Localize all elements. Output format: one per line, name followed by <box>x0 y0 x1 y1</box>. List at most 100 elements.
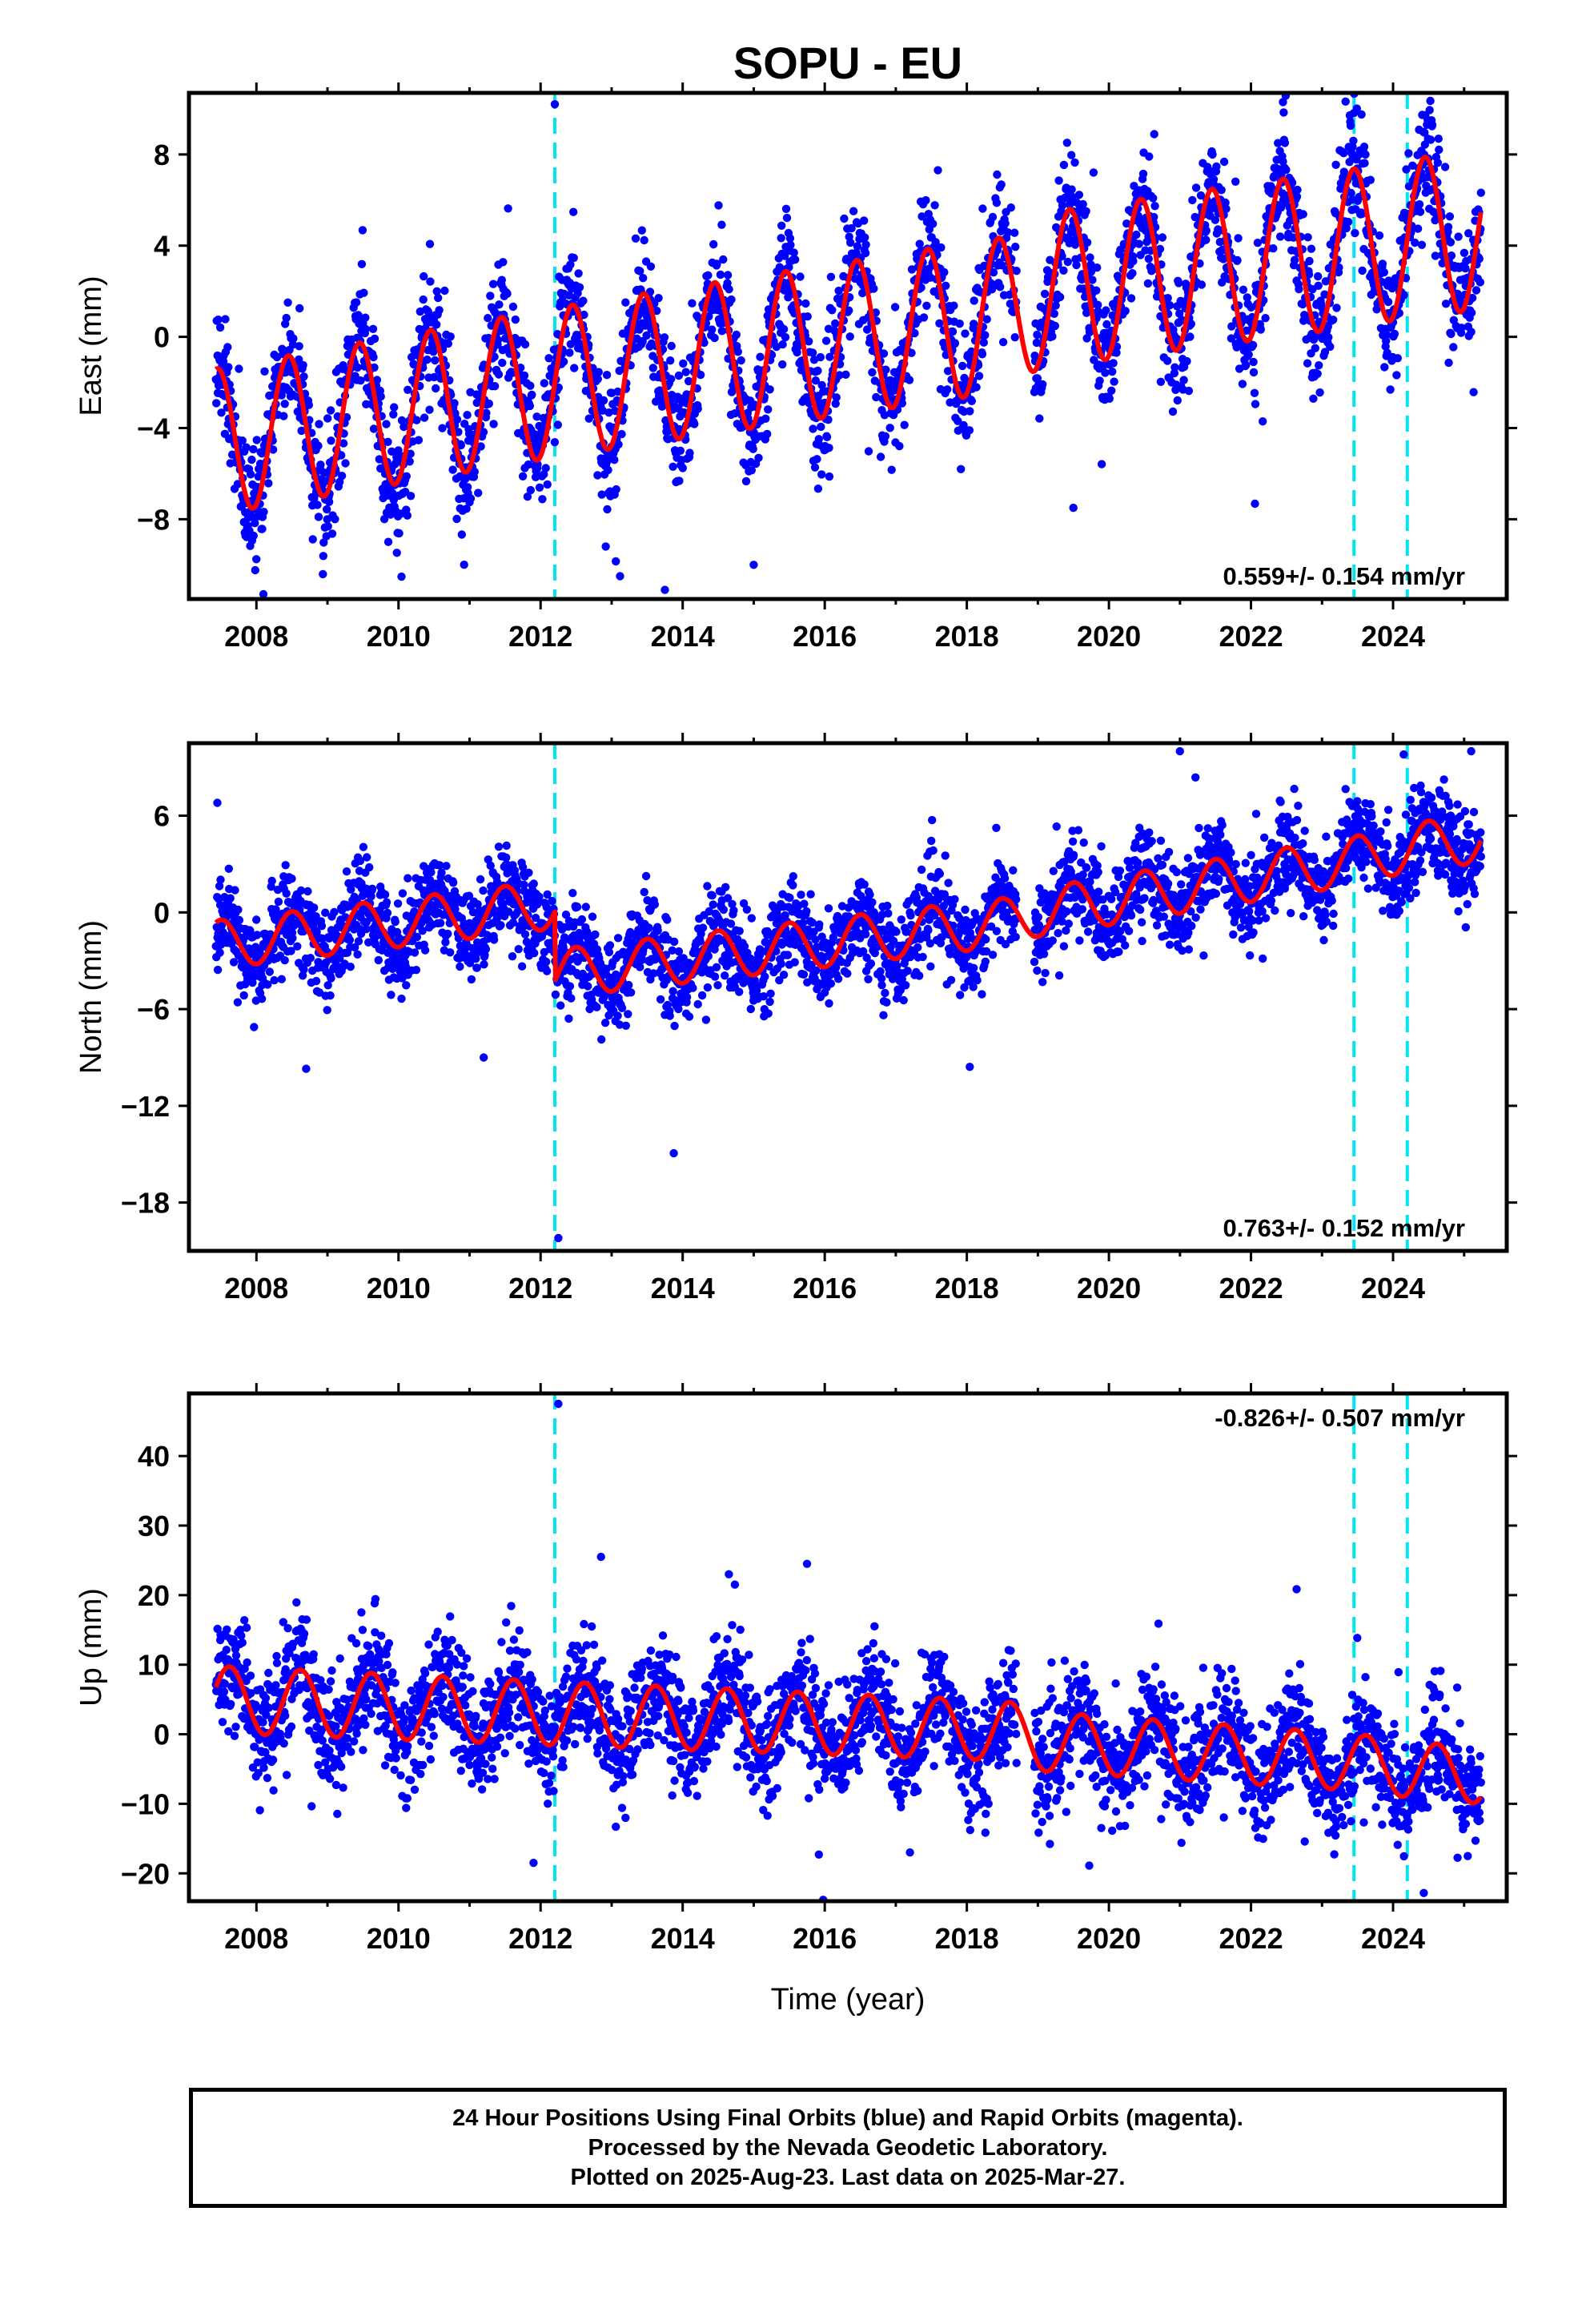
data-point <box>735 987 744 996</box>
data-point <box>708 325 717 334</box>
data-point <box>423 355 432 364</box>
data-point <box>876 452 885 461</box>
data-point <box>612 557 620 566</box>
data-point <box>747 914 756 923</box>
data-point <box>1426 96 1435 106</box>
data-point <box>452 415 462 424</box>
data-point <box>763 429 772 439</box>
data-point <box>935 319 944 328</box>
data-point <box>548 896 556 906</box>
data-point <box>535 483 544 492</box>
data-point <box>1108 367 1117 376</box>
data-point <box>808 348 817 357</box>
data-point <box>685 448 694 457</box>
data-point <box>1275 232 1285 241</box>
data-point <box>653 926 662 935</box>
data-point <box>1326 342 1335 352</box>
data-point <box>594 368 603 376</box>
data-point <box>215 323 225 332</box>
data-point <box>1102 306 1110 315</box>
data-point <box>380 890 390 899</box>
data-point <box>1380 363 1389 372</box>
data-point <box>950 301 958 310</box>
y-tick-label: −8 <box>137 503 170 536</box>
data-point <box>1165 301 1174 310</box>
data-point <box>279 412 288 420</box>
data-point <box>1089 168 1098 177</box>
data-point <box>825 999 833 1008</box>
data-point <box>1324 333 1333 342</box>
data-point <box>1415 200 1424 209</box>
data-point <box>676 446 685 455</box>
data-point <box>600 1019 610 1027</box>
y-tick-label: −4 <box>137 412 170 444</box>
data-point <box>224 363 233 372</box>
data-point <box>494 370 504 379</box>
data-point <box>572 903 582 911</box>
data-point <box>480 960 488 969</box>
data-point <box>359 288 368 297</box>
data-point <box>315 420 323 428</box>
data-point <box>540 379 548 388</box>
data-point <box>404 874 412 883</box>
data-point <box>463 411 472 420</box>
data-point <box>868 898 877 907</box>
data-point <box>233 480 243 489</box>
data-point <box>304 400 313 409</box>
data-point <box>438 424 447 432</box>
data-point <box>577 915 587 924</box>
plot-frame <box>187 90 1509 601</box>
data-point <box>1446 238 1456 247</box>
data-point <box>326 991 335 1000</box>
data-point <box>520 930 530 939</box>
data-point <box>331 515 339 524</box>
data-point <box>1188 195 1197 205</box>
data-point <box>420 271 428 281</box>
data-point <box>235 915 244 925</box>
data-point <box>479 886 488 895</box>
data-point <box>1313 369 1322 378</box>
x-tick-label: 2022 <box>1219 620 1283 653</box>
data-point <box>1212 162 1221 171</box>
data-point <box>495 300 504 309</box>
data-point <box>1011 243 1020 251</box>
data-point <box>967 396 977 405</box>
data-point <box>233 998 243 1007</box>
data-point <box>1242 360 1251 370</box>
data-point <box>1379 267 1389 277</box>
data-point <box>538 495 547 504</box>
data-point <box>617 1003 627 1013</box>
data-point <box>598 406 607 415</box>
data-point <box>1305 256 1314 266</box>
data-point <box>1129 256 1138 266</box>
data-point <box>580 310 588 320</box>
data-point <box>1454 232 1463 241</box>
data-point <box>746 1004 755 1014</box>
data-point <box>1109 359 1118 368</box>
data-point <box>735 927 744 935</box>
data-point <box>327 974 335 983</box>
x-tick-label: 2012 <box>508 620 572 653</box>
data-point <box>1143 279 1153 288</box>
data-point <box>1349 136 1358 145</box>
data-point <box>517 962 527 971</box>
data-point <box>689 983 697 992</box>
data-point <box>822 432 832 441</box>
data-point <box>1012 267 1021 275</box>
data-point <box>588 912 597 921</box>
data-point <box>1449 343 1458 352</box>
data-point <box>311 976 321 986</box>
y-tick-label: 8 <box>154 139 170 171</box>
data-point <box>1069 503 1078 513</box>
data-point <box>494 842 504 851</box>
data-point <box>1059 160 1069 170</box>
data-point <box>828 306 837 315</box>
data-point <box>525 401 534 411</box>
data-point <box>727 295 736 304</box>
data-point <box>369 424 379 433</box>
data-point <box>235 364 243 373</box>
data-point <box>1443 223 1453 231</box>
data-point <box>1315 361 1323 370</box>
data-point <box>1413 224 1423 233</box>
data-point <box>955 320 964 328</box>
